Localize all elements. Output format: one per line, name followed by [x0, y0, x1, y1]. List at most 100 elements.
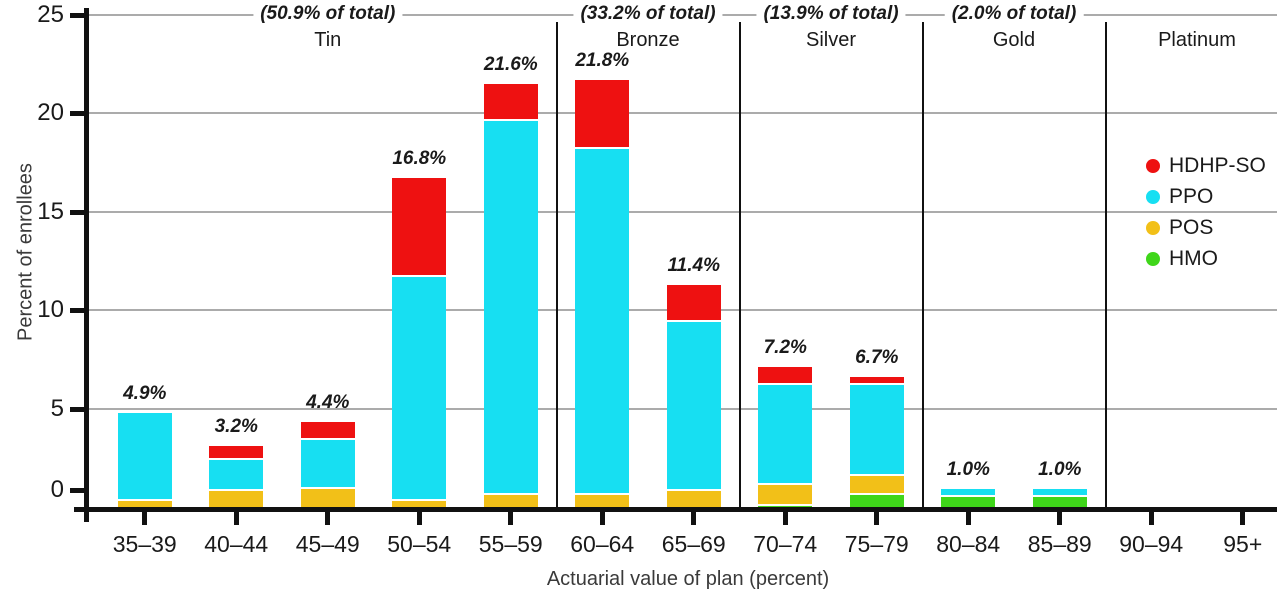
legend: HDHP-SO PPO POS HMO	[1146, 150, 1266, 274]
bar-60-64	[575, 79, 630, 509]
bar-segment-pos	[300, 487, 355, 509]
bar-segment-hmo	[849, 493, 904, 509]
x-tick-12	[1240, 512, 1246, 525]
bar-total-label-5: 21.8%	[575, 49, 630, 71]
bar-total-label-4: 21.6%	[483, 53, 538, 75]
group-divider-1	[555, 22, 558, 507]
bar-segment-pos	[392, 499, 447, 509]
y-tick-label-5: 5	[50, 394, 64, 422]
bar-total-label-1: 3.2%	[214, 416, 258, 438]
x-axis-line	[74, 507, 1277, 512]
bar-40-44	[209, 446, 264, 509]
bar-segment-ppo	[941, 489, 996, 496]
x-axis-title: Actuarial value of plan (percent)	[546, 568, 830, 590]
bar-55-59	[483, 83, 538, 509]
bar-80-84	[941, 489, 996, 509]
bar-segment-ppo	[575, 146, 630, 494]
group-name-label-tin: Tin	[314, 29, 342, 51]
bar-segment-hdhp-so	[849, 377, 904, 384]
y-tick-15	[70, 209, 85, 215]
x-tick-label-2: 45–49	[295, 531, 360, 557]
x-tick-label-9: 80–84	[936, 531, 1001, 557]
bar-total-label-8: 6.7%	[855, 347, 899, 369]
bar-segment-pos	[209, 489, 264, 509]
x-tick-9	[965, 512, 971, 525]
bar-75-79	[849, 377, 904, 509]
bar-segment-ppo	[758, 383, 813, 484]
legend-row-pos: POS	[1146, 212, 1266, 243]
x-tick-label-7: 70–74	[753, 531, 818, 557]
y-tick-label-20: 20	[37, 99, 64, 127]
bar-segment-ppo	[392, 274, 447, 500]
legend-dot-pos-icon	[1146, 220, 1160, 235]
x-tick-2	[325, 512, 331, 525]
group-share-label-silver: (13.9% of total)	[756, 3, 906, 25]
y-tick-label-15: 15	[37, 197, 64, 225]
x-tick-label-1: 40–44	[204, 531, 269, 557]
x-tick-4	[508, 512, 514, 525]
x-tick-6	[691, 512, 697, 525]
x-tick-label-8: 75–79	[844, 531, 909, 557]
bar-total-label-10: 1.0%	[1038, 459, 1082, 481]
bar-segment-hmo	[941, 495, 996, 509]
gridline-20	[89, 112, 1277, 115]
y-tick-0	[70, 488, 85, 493]
y-tick-label-0: 0	[50, 476, 64, 503]
legend-label-hmo: HMO	[1169, 247, 1218, 270]
bar-segment-pos	[849, 473, 904, 494]
x-tick-7	[782, 512, 788, 525]
bar-segment-hdhp-so	[758, 367, 813, 384]
x-tick-label-6: 65–69	[661, 531, 726, 557]
bar-segment-pos	[666, 489, 721, 509]
gridline-15	[89, 210, 1277, 213]
bar-total-label-3: 16.8%	[392, 148, 447, 170]
y-tick-5	[70, 406, 85, 412]
legend-label-pos: POS	[1169, 216, 1214, 239]
y-tick-label-10: 10	[37, 296, 64, 324]
bar-segment-ppo	[300, 438, 355, 488]
y-tick-20	[70, 111, 85, 117]
y-tick-label-25: 25	[37, 1, 64, 28]
bar-segment-ppo	[849, 383, 904, 474]
x-tick-8	[874, 512, 880, 525]
group-divider-3	[921, 22, 924, 507]
bar-segment-ppo	[117, 412, 172, 500]
group-divider-2	[738, 22, 741, 507]
legend-row-hmo: HMO	[1146, 243, 1266, 274]
x-tick-label-12: 95+	[1223, 531, 1263, 557]
bar-segment-ppo	[1032, 489, 1087, 496]
x-tick-0	[142, 512, 148, 525]
x-tick-label-11: 90–94	[1119, 531, 1184, 557]
bar-segment-pos	[758, 483, 813, 505]
bar-70-74	[758, 367, 813, 509]
bar-segment-hmo	[1032, 495, 1087, 509]
bar-segment-hdhp-so	[575, 79, 630, 147]
x-tick-3	[416, 512, 422, 525]
bar-total-label-7: 7.2%	[763, 337, 807, 359]
group-name-label-gold: Gold	[992, 29, 1036, 51]
bar-total-label-9: 1.0%	[946, 459, 990, 481]
group-share-label-gold: (2.0% of total)	[944, 3, 1084, 25]
bar-65-69	[666, 284, 721, 509]
group-divider-4	[1104, 22, 1107, 507]
group-name-label-silver: Silver	[805, 29, 857, 51]
x-tick-5	[599, 512, 605, 525]
bar-85-89	[1032, 489, 1087, 509]
bar-segment-pos	[575, 493, 630, 509]
group-share-label-bronze: (33.2% of total)	[573, 3, 723, 25]
legend-row-hdhp-so: HDHP-SO	[1146, 150, 1266, 181]
bar-segment-hdhp-so	[666, 284, 721, 321]
x-tick-11	[1148, 512, 1154, 525]
bar-segment-hdhp-so	[209, 446, 264, 458]
x-tick-label-0: 35–39	[112, 531, 177, 557]
bar-segment-hdhp-so	[483, 83, 538, 120]
bar-segment-ppo	[666, 320, 721, 490]
bar-50-54	[392, 178, 447, 509]
y-tick-25	[70, 13, 85, 18]
legend-row-ppo: PPO	[1146, 181, 1266, 212]
bar-total-label-6: 11.4%	[667, 254, 720, 276]
group-name-label-platinum: Platinum	[1158, 29, 1236, 51]
y-tick-10	[70, 308, 85, 314]
x-tick-label-5: 60–64	[570, 531, 635, 557]
